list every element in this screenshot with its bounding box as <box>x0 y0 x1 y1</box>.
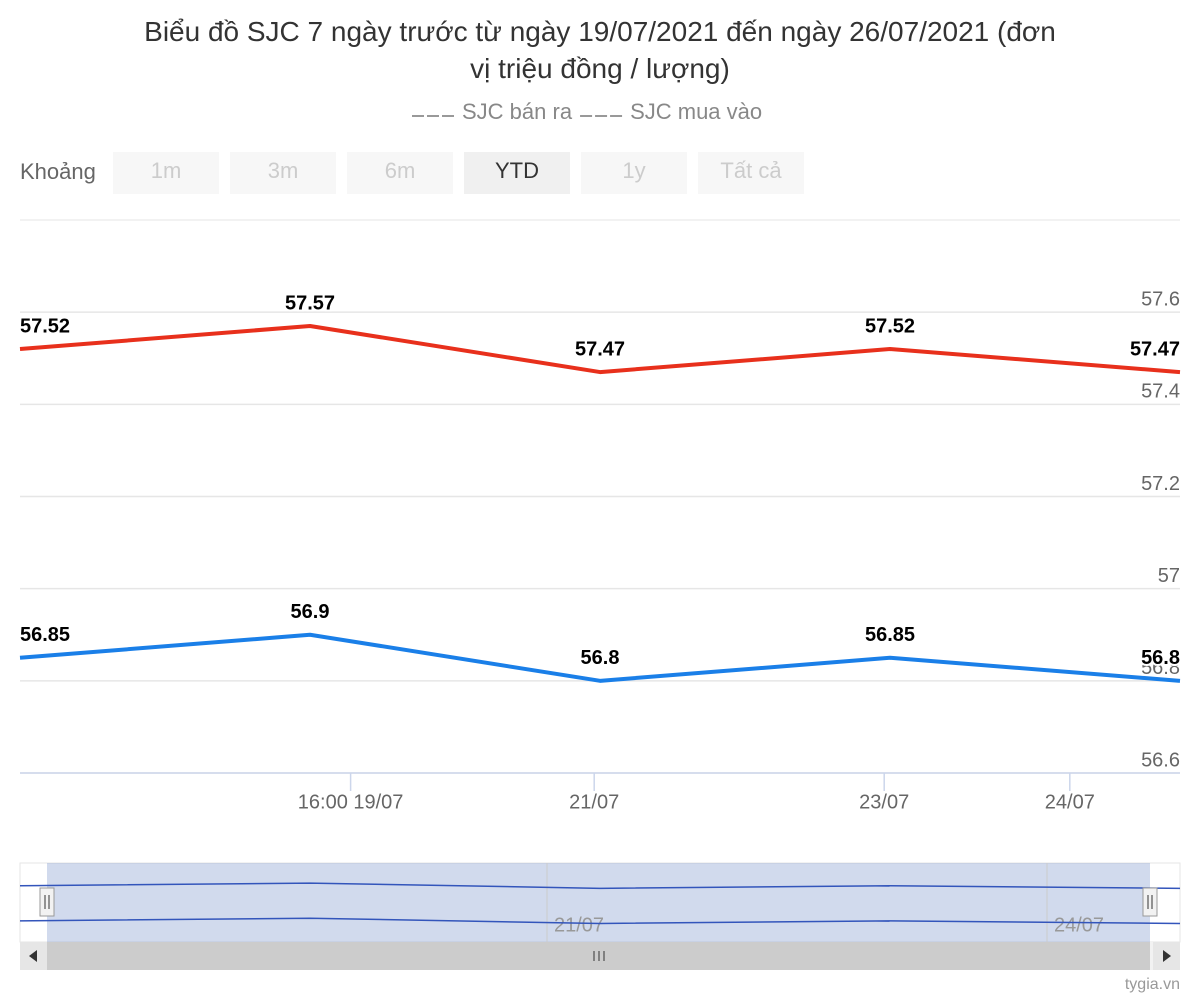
credit[interactable]: tygia.vn <box>1125 976 1180 993</box>
series-line <box>19 323 1181 375</box>
range-button-label[interactable]: Tất cả <box>720 158 782 183</box>
series-line <box>19 632 1181 683</box>
legend-item[interactable]: SJC bán ra <box>462 99 573 124</box>
navigator-mask <box>47 863 1150 942</box>
data-label: 56.85 <box>865 624 915 646</box>
y-tick-label: 57.6 <box>1141 288 1180 310</box>
range-button-label[interactable]: YTD <box>495 158 539 183</box>
y-tick-label: 57.2 <box>1141 473 1180 495</box>
navigator-handle[interactable] <box>39 887 55 917</box>
navigator-line <box>19 882 1181 890</box>
chart-title: Biểu đồ SJC 7 ngày trước từ ngày 19/07/2… <box>144 16 1056 84</box>
title-line: vị triệu đồng / lượng) <box>470 53 730 84</box>
data-label: 57.52 <box>20 315 70 337</box>
navigator-bg <box>19 862 1181 943</box>
data-label: 57.52 <box>865 315 915 337</box>
title-line: Biểu đồ SJC 7 ngày trước từ ngày 19/07/2… <box>144 16 1056 47</box>
data-label: 57.57 <box>285 292 335 314</box>
data-label: 57.47 <box>1130 338 1180 360</box>
range-label: Khoảng <box>20 159 96 184</box>
navigator-line <box>19 917 1181 925</box>
range-button[interactable] <box>113 152 219 194</box>
range-button[interactable] <box>698 152 804 194</box>
y-tick-label: 57.4 <box>1141 381 1180 403</box>
y-tick-label: 56.8 <box>1141 657 1180 679</box>
scroll-arrow <box>1163 950 1171 962</box>
range-button[interactable] <box>581 152 687 194</box>
range-button-label[interactable]: 1m <box>151 158 182 183</box>
range-button-label[interactable]: 3m <box>268 158 299 183</box>
legend-item[interactable]: SJC mua vào <box>630 99 762 124</box>
data-label: 56.9 <box>291 601 330 623</box>
navigator-label: 21/07 <box>554 914 604 936</box>
y-tick-label: 57 <box>1158 565 1180 587</box>
data-label: 56.85 <box>20 624 70 646</box>
navigator-handle[interactable] <box>1142 887 1158 917</box>
x-tick-label: 24/07 <box>1045 791 1095 813</box>
range-button-label[interactable]: 6m <box>385 158 416 183</box>
range-button[interactable] <box>347 152 453 194</box>
navigator-label: 24/07 <box>1054 914 1104 936</box>
x-tick-label: 23/07 <box>859 791 909 813</box>
x-tick-label: 16:00 19/07 <box>298 791 404 813</box>
range-button[interactable] <box>464 152 570 194</box>
data-label: 56.8 <box>1141 647 1180 669</box>
data-label: 57.47 <box>575 338 625 360</box>
y-tick-label: 56.6 <box>1141 749 1180 771</box>
range-button[interactable] <box>230 152 336 194</box>
data-label: 56.8 <box>581 647 620 669</box>
range-button-label[interactable]: 1y <box>622 158 645 183</box>
x-tick-label: 21/07 <box>569 791 619 813</box>
scroll-arrow <box>29 950 37 962</box>
